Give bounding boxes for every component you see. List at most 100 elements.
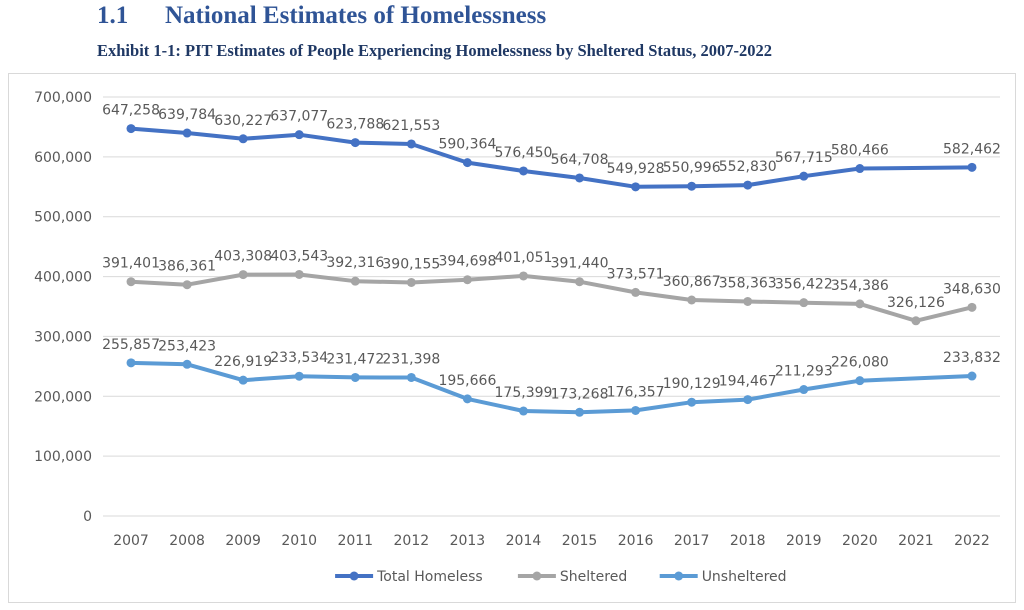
unsheltered-point bbox=[406, 372, 416, 382]
total-homeless-point bbox=[462, 158, 472, 168]
x-tick-label: 2008 bbox=[169, 533, 205, 549]
unsheltered-point bbox=[687, 397, 697, 407]
exhibit-title: Exhibit 1-1: PIT Estimates of People Exp… bbox=[97, 41, 772, 60]
sheltered-point bbox=[743, 296, 753, 306]
total-homeless-point bbox=[350, 138, 360, 148]
sheltered-data-label: 348,630 bbox=[943, 281, 1001, 297]
legend-label: Unsheltered bbox=[702, 569, 787, 585]
sheltered-line bbox=[130, 272, 973, 323]
legend-label: Total Homeless bbox=[376, 569, 483, 585]
unsheltered-point bbox=[967, 371, 977, 381]
total-homeless-point bbox=[631, 182, 641, 192]
total-homeless-data-label: 580,466 bbox=[831, 143, 889, 159]
x-tick-label: 2018 bbox=[730, 533, 766, 549]
unsheltered-data-label: 233,832 bbox=[943, 350, 1001, 366]
sheltered-point bbox=[855, 299, 865, 309]
unsheltered-data-label: 226,080 bbox=[831, 355, 889, 371]
x-tick-label: 2016 bbox=[618, 533, 654, 549]
total-homeless-data-label: 567,715 bbox=[775, 150, 833, 166]
sheltered-data-label: 390,155 bbox=[382, 256, 440, 272]
sheltered-data-label: 391,440 bbox=[551, 256, 609, 272]
x-tick-label: 2013 bbox=[450, 533, 486, 549]
total-homeless-data-label: 550,996 bbox=[663, 160, 721, 176]
x-tick-label: 2019 bbox=[786, 533, 822, 549]
x-tick-label: 2011 bbox=[337, 533, 373, 549]
sheltered-data-label: 403,543 bbox=[270, 248, 328, 264]
unsheltered-data-label: 226,919 bbox=[214, 354, 272, 370]
sheltered-data-label: 373,571 bbox=[607, 266, 665, 282]
total-homeless-data-label: 552,830 bbox=[719, 159, 777, 175]
chart-frame bbox=[8, 73, 1016, 603]
x-tick-label: 2009 bbox=[225, 533, 261, 549]
total-homeless-point bbox=[294, 130, 304, 140]
y-tick-label: 400,000 bbox=[34, 270, 92, 286]
sheltered-data-label: 354,386 bbox=[831, 278, 889, 294]
sheltered-point bbox=[294, 269, 304, 279]
unsheltered-point bbox=[182, 359, 192, 369]
sheltered-point bbox=[238, 270, 248, 280]
unsheltered-data-label: 195,666 bbox=[438, 373, 496, 389]
unsheltered-point bbox=[799, 385, 809, 395]
unsheltered-data-label: 255,857 bbox=[102, 337, 160, 353]
unsheltered-data-label: 233,534 bbox=[270, 350, 328, 366]
legend-label: Sheltered bbox=[560, 569, 627, 585]
unsheltered-data-label: 194,467 bbox=[719, 374, 777, 390]
y-tick-label: 500,000 bbox=[34, 210, 92, 226]
sheltered-point bbox=[350, 276, 360, 286]
unsheltered-point bbox=[855, 376, 865, 386]
sheltered-point bbox=[126, 277, 136, 287]
unsheltered-data-label: 175,399 bbox=[495, 385, 553, 401]
x-tick-label: 2020 bbox=[842, 533, 878, 549]
sheltered-data-label: 394,698 bbox=[438, 254, 496, 270]
x-tick-label: 2015 bbox=[562, 533, 598, 549]
sheltered-data-label: 360,867 bbox=[663, 274, 721, 290]
series-lines bbox=[126, 124, 977, 417]
unsheltered-point bbox=[238, 375, 248, 385]
unsheltered-data-label: 176,357 bbox=[607, 384, 665, 400]
sheltered-point bbox=[182, 280, 192, 290]
x-tick-label: 2014 bbox=[506, 533, 542, 549]
sheltered-point bbox=[518, 271, 528, 281]
total-homeless-data-label: 576,450 bbox=[495, 145, 553, 161]
x-tick-label: 2017 bbox=[674, 533, 710, 549]
total-homeless-point bbox=[799, 171, 809, 181]
total-homeless-point bbox=[743, 180, 753, 190]
unsheltered-point bbox=[575, 407, 585, 417]
legend-item-sheltered: Sheltered bbox=[517, 569, 627, 585]
sheltered-point bbox=[462, 275, 472, 285]
x-tick-label: 2021 bbox=[898, 533, 934, 549]
total-homeless-point bbox=[518, 166, 528, 176]
section-title: National Estimates of Homelessness bbox=[165, 2, 547, 29]
total-homeless-point bbox=[126, 124, 136, 134]
sheltered-data-label: 358,363 bbox=[719, 275, 777, 291]
unsheltered-data-label: 253,423 bbox=[158, 338, 216, 354]
sheltered-data-label: 356,422 bbox=[775, 277, 833, 293]
unsheltered-point bbox=[350, 372, 360, 382]
legend-swatch-marker bbox=[349, 571, 359, 581]
sheltered-point bbox=[799, 298, 809, 308]
y-tick-label: 100,000 bbox=[34, 449, 92, 465]
unsheltered-data-label: 231,398 bbox=[382, 351, 440, 367]
section-heading: 1.1 National Estimates of Homelessness bbox=[97, 2, 546, 30]
total-homeless-point bbox=[238, 134, 248, 144]
sheltered-point bbox=[967, 302, 977, 312]
total-homeless-data-label: 637,077 bbox=[270, 109, 328, 125]
sheltered-data-label: 401,051 bbox=[495, 250, 553, 266]
sheltered-data-label: 326,126 bbox=[887, 295, 945, 311]
unsheltered-data-label: 173,268 bbox=[551, 386, 609, 402]
total-homeless-point bbox=[182, 128, 192, 138]
unsheltered-point bbox=[462, 394, 472, 404]
unsheltered-point bbox=[743, 395, 753, 405]
total-homeless-point bbox=[406, 139, 416, 149]
y-axis-ticks: 0 100,000 200,000 300,000 400,000 500,000 600,… bbox=[34, 90, 92, 525]
total-homeless-data-label: 623,788 bbox=[326, 117, 384, 133]
legend-item-total-homeless: Total Homeless bbox=[335, 569, 483, 585]
legend: Total Homeless Sheltered Unsheltered bbox=[335, 569, 787, 585]
total-homeless-data-label: 630,227 bbox=[214, 113, 272, 129]
sheltered-point bbox=[631, 287, 641, 297]
y-tick-label: 600,000 bbox=[34, 150, 92, 166]
unsheltered-point bbox=[518, 406, 528, 416]
total-homeless-data-label: 564,708 bbox=[551, 152, 609, 168]
total-homeless-point bbox=[855, 164, 865, 174]
